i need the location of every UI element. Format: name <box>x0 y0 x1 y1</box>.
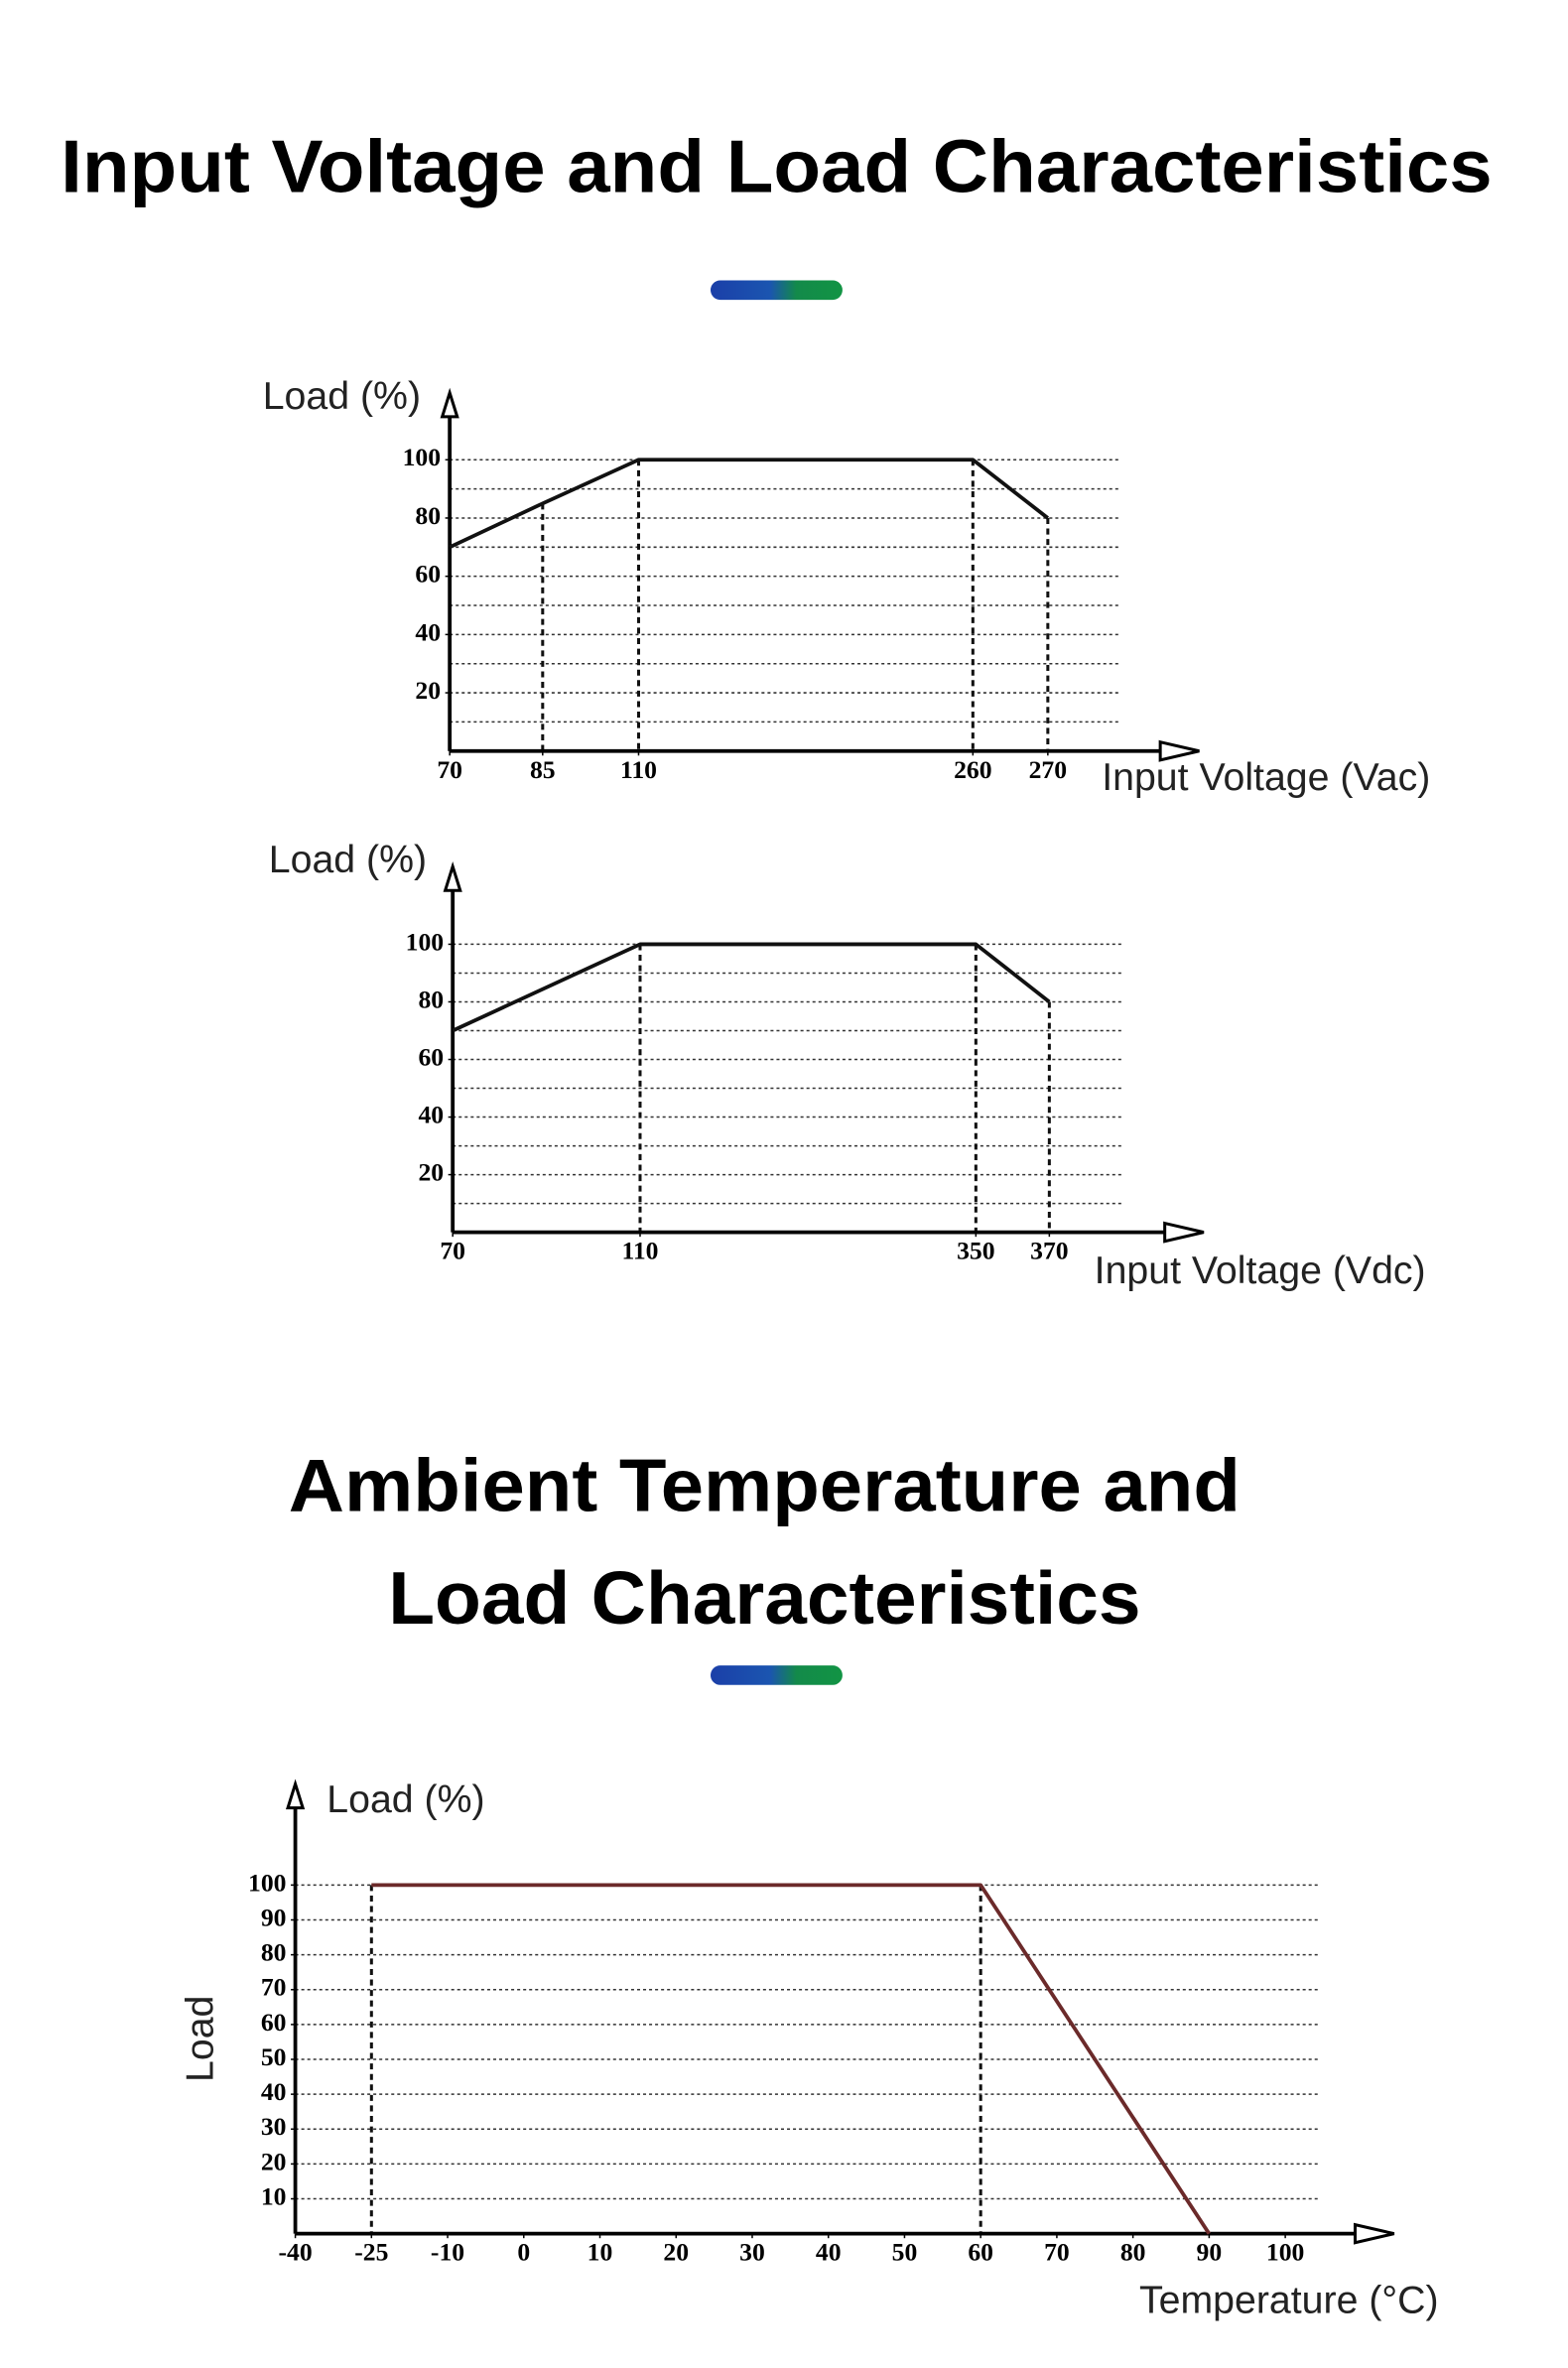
x-axis-arrow <box>1158 739 1200 762</box>
x-tick-label: 110 <box>621 1237 658 1265</box>
x-tick-label: -40 <box>278 2238 312 2267</box>
section-heading: Ambient Temperature and <box>289 1445 1241 1528</box>
y-tick-label: 100 <box>248 1868 286 1897</box>
section-heading: Input Voltage and Load Characteristics <box>61 125 1493 208</box>
y-tick-label: 100 <box>406 927 444 956</box>
x-tick-label: 10 <box>588 2238 613 2267</box>
x-tick-label: -10 <box>431 2238 464 2267</box>
x-axis-label: Input Voltage (Vac) <box>1102 755 1430 799</box>
y-tick-label: 70 <box>261 1973 287 2002</box>
y-axis-title: Load <box>178 1996 221 2082</box>
y-tick-label: 20 <box>261 2147 287 2175</box>
x-tick-label: 90 <box>1197 2238 1223 2267</box>
y-tick-label: 50 <box>261 2042 287 2071</box>
x-tick-label: 0 <box>517 2238 530 2267</box>
x-tick-label: 20 <box>663 2238 689 2267</box>
x-tick-label: 80 <box>1120 2238 1146 2267</box>
section-heading: Load Characteristics <box>388 1557 1140 1641</box>
data-line <box>452 942 1051 1033</box>
x-tick-label: 70 <box>1044 2238 1070 2267</box>
y-axis-label: Load (%) <box>269 838 427 881</box>
x-tick-label: 110 <box>620 755 657 784</box>
x-axis-label: Temperature (°C) <box>1139 2279 1439 2322</box>
x-axis-arrow <box>1163 1221 1205 1244</box>
y-tick-label: 10 <box>261 2181 287 2210</box>
data-line <box>449 458 1050 550</box>
x-tick-label: 70 <box>437 755 462 784</box>
y-tick-label: 80 <box>415 501 441 530</box>
y-tick-label: 20 <box>418 1157 444 1186</box>
y-tick-label: 60 <box>261 2008 287 2037</box>
x-tick-label: 60 <box>968 2238 993 2267</box>
y-tick-label: 40 <box>418 1100 444 1128</box>
y-tick-label: 60 <box>418 1042 444 1071</box>
x-tick-label: -25 <box>354 2238 388 2267</box>
x-tick-label: 260 <box>954 755 991 784</box>
y-tick-label: 40 <box>415 617 441 646</box>
x-tick-label: 85 <box>530 755 556 784</box>
y-tick-label: 90 <box>261 1903 287 1931</box>
x-tick-label: 70 <box>440 1237 465 1265</box>
y-axis-label: Load (%) <box>263 374 421 418</box>
y-tick-label: 80 <box>418 985 444 1013</box>
y-tick-label: 100 <box>403 443 441 471</box>
y-axis-arrow <box>443 861 462 892</box>
x-tick-label: 100 <box>1266 2238 1304 2267</box>
y-tick-label: 40 <box>261 2077 287 2106</box>
y-axis-arrow <box>440 387 459 419</box>
divider <box>710 1665 843 1685</box>
x-tick-label: 50 <box>892 2238 918 2267</box>
x-tick-label: 370 <box>1030 1237 1068 1265</box>
y-axis-label: Load (%) <box>327 1777 484 1821</box>
y-tick-label: 80 <box>261 1938 287 1967</box>
x-axis-arrow <box>1353 2222 1395 2245</box>
x-tick-label: 350 <box>957 1237 994 1265</box>
y-tick-label: 60 <box>415 560 441 589</box>
data-line <box>371 1883 1211 2235</box>
x-tick-label: 270 <box>1029 755 1067 784</box>
x-axis-label: Input Voltage (Vdc) <box>1095 1249 1426 1292</box>
y-axis-arrow <box>285 1778 306 1810</box>
y-tick-label: 20 <box>415 676 441 705</box>
x-tick-label: 30 <box>739 2238 765 2267</box>
y-tick-label: 30 <box>261 2112 287 2141</box>
x-tick-label: 40 <box>816 2238 842 2267</box>
divider <box>710 280 843 301</box>
